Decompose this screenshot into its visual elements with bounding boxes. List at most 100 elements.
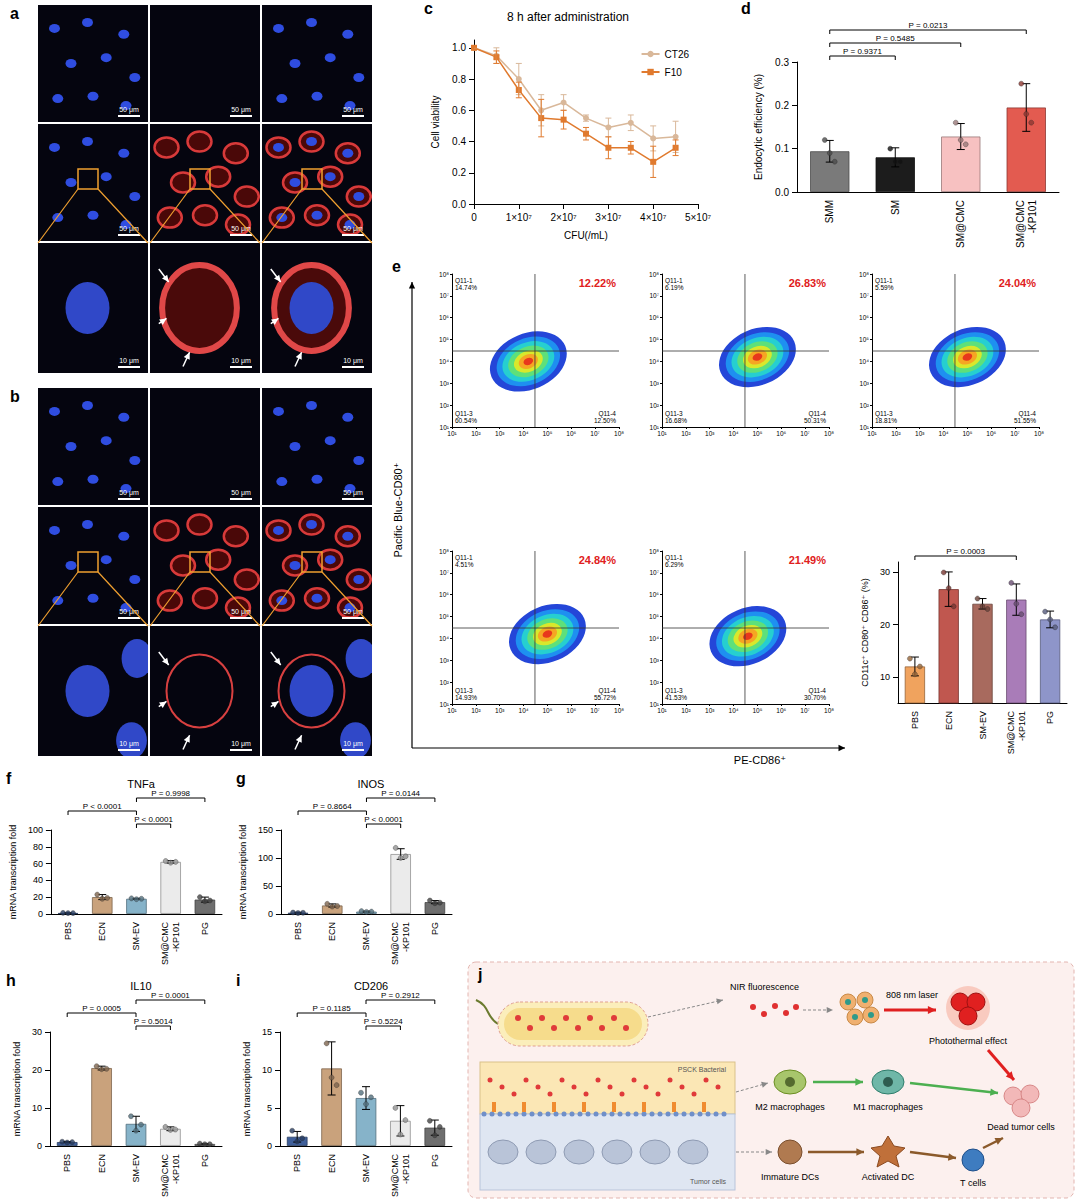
- svg-text:h: h: [6, 972, 16, 989]
- svg-text:0.8: 0.8: [452, 74, 466, 85]
- svg-text:10²: 10²: [681, 707, 691, 714]
- svg-text:150: 150: [258, 825, 273, 835]
- svg-text:10²: 10²: [471, 430, 481, 437]
- svg-text:Pacific Blue-CD80⁺: Pacific Blue-CD80⁺: [392, 462, 404, 557]
- svg-text:10⁷: 10⁷: [1010, 430, 1020, 437]
- svg-text:6.19%: 6.19%: [665, 284, 684, 291]
- svg-text:16.68%: 16.68%: [665, 417, 687, 424]
- svg-text:50 μm: 50 μm: [231, 489, 251, 497]
- svg-text:SM@CMC: SM@CMC: [390, 1153, 400, 1197]
- svg-text:10⁷: 10⁷: [800, 430, 810, 437]
- svg-text:5: 5: [267, 1103, 272, 1113]
- svg-text:c: c: [424, 0, 433, 17]
- svg-text:14.93%: 14.93%: [455, 694, 477, 701]
- svg-text:50 μm: 50 μm: [343, 608, 363, 616]
- svg-text:P = 0.5224: P = 0.5224: [364, 1017, 403, 1026]
- svg-text:10⁵: 10⁵: [439, 613, 449, 620]
- svg-text:24.04%: 24.04%: [999, 277, 1037, 289]
- svg-text:T cells: T cells: [960, 1178, 986, 1188]
- svg-text:10³: 10³: [495, 430, 505, 437]
- svg-text:10⁸: 10⁸: [614, 430, 624, 437]
- svg-text:20: 20: [33, 892, 43, 902]
- svg-text:PG: PG: [200, 922, 210, 935]
- svg-text:PBS: PBS: [293, 922, 303, 940]
- svg-text:10¹: 10¹: [867, 430, 877, 437]
- svg-text:P = 0.9998: P = 0.9998: [151, 789, 190, 798]
- svg-text:50.31%: 50.31%: [804, 417, 826, 424]
- svg-text:SM-EV: SM-EV: [361, 922, 371, 951]
- svg-text:10: 10: [262, 1065, 272, 1075]
- svg-text:10⁴: 10⁴: [729, 707, 739, 714]
- svg-text:0: 0: [268, 909, 273, 919]
- svg-text:Activated DC: Activated DC: [862, 1172, 915, 1182]
- svg-text:NIR fluorescence: NIR fluorescence: [730, 982, 799, 992]
- svg-text:10¹: 10¹: [447, 707, 457, 714]
- svg-text:24.84%: 24.84%: [579, 554, 617, 566]
- svg-text:PG: PG: [200, 1154, 210, 1167]
- svg-text:10 μm: 10 μm: [119, 357, 139, 365]
- svg-text:10²: 10²: [891, 430, 901, 437]
- svg-text:P = 0.1185: P = 0.1185: [313, 1004, 352, 1013]
- svg-text:SM@CMC: SM@CMC: [1015, 200, 1026, 248]
- svg-text:12.50%: 12.50%: [594, 417, 616, 424]
- svg-text:10¹: 10¹: [657, 430, 667, 437]
- svg-text:PBS: PBS: [910, 711, 920, 729]
- svg-text:P = 0.2912: P = 0.2912: [381, 991, 420, 1000]
- svg-text:P < 0.0001: P < 0.0001: [83, 802, 122, 811]
- svg-text:60.54%: 60.54%: [455, 417, 477, 424]
- svg-text:Immature DCs: Immature DCs: [761, 1172, 820, 1182]
- svg-text:SM-EV: SM-EV: [131, 1154, 141, 1183]
- svg-text:Dead tumor cells: Dead tumor cells: [987, 1122, 1055, 1132]
- svg-text:10 μm: 10 μm: [231, 357, 251, 365]
- svg-text:10⁶: 10⁶: [566, 430, 576, 437]
- svg-text:51.55%: 51.55%: [1014, 417, 1036, 424]
- svg-text:55.72%: 55.72%: [594, 694, 616, 701]
- svg-text:10⁵: 10⁵: [542, 707, 552, 714]
- svg-text:P = 0.0005: P = 0.0005: [82, 1004, 121, 1013]
- svg-text:d: d: [741, 0, 751, 17]
- svg-text:mRNA transcription fold: mRNA transcription fold: [242, 1042, 252, 1137]
- svg-text:10⁸: 10⁸: [439, 548, 449, 555]
- svg-text:50 μm: 50 μm: [343, 225, 363, 233]
- svg-text:10⁶: 10⁶: [859, 314, 869, 321]
- svg-text:50 μm: 50 μm: [119, 106, 139, 114]
- svg-text:10²: 10²: [860, 402, 870, 409]
- svg-text:30: 30: [32, 1027, 42, 1037]
- svg-text:10⁴: 10⁴: [859, 358, 869, 365]
- svg-text:6.29%: 6.29%: [665, 561, 684, 568]
- svg-text:PBS: PBS: [62, 1154, 72, 1172]
- svg-text:10⁴: 10⁴: [439, 358, 449, 365]
- svg-text:P = 0.5014: P = 0.5014: [134, 1017, 173, 1026]
- svg-text:10³: 10³: [705, 430, 715, 437]
- svg-text:10⁸: 10⁸: [859, 271, 869, 278]
- svg-text:10²: 10²: [681, 430, 691, 437]
- svg-text:M2 macrophages: M2 macrophages: [755, 1102, 825, 1112]
- svg-text:Endocytic efficiency (%): Endocytic efficiency (%): [753, 74, 764, 180]
- svg-text:10⁵: 10⁵: [542, 430, 552, 437]
- svg-text:10¹: 10¹: [447, 430, 457, 437]
- svg-text:M1 macrophages: M1 macrophages: [853, 1102, 923, 1112]
- svg-text:10: 10: [32, 1103, 42, 1113]
- svg-text:0.0: 0.0: [452, 199, 466, 210]
- svg-text:10⁶: 10⁶: [649, 314, 659, 321]
- svg-text:10⁵: 10⁵: [752, 707, 762, 714]
- svg-text:10⁸: 10⁸: [649, 271, 659, 278]
- svg-text:10⁸: 10⁸: [824, 707, 834, 714]
- svg-text:f: f: [6, 770, 12, 787]
- svg-text:SM-EV: SM-EV: [361, 1154, 371, 1183]
- svg-text:0.6: 0.6: [452, 105, 466, 116]
- svg-text:5.59%: 5.59%: [875, 284, 894, 291]
- svg-text:10⁵: 10⁵: [859, 336, 869, 343]
- svg-text:30.70%: 30.70%: [804, 694, 826, 701]
- svg-text:8 h after administration: 8 h after administration: [507, 10, 629, 24]
- svg-text:10 μm: 10 μm: [343, 740, 363, 748]
- svg-text:CFU(/mL): CFU(/mL): [564, 230, 608, 241]
- svg-text:808 nm laser: 808 nm laser: [886, 990, 938, 1000]
- svg-text:SM: SM: [890, 200, 901, 215]
- svg-text:10³: 10³: [440, 657, 450, 664]
- svg-text:P = 0.0001: P = 0.0001: [151, 991, 190, 1000]
- svg-text:e: e: [392, 258, 401, 275]
- svg-text:10⁷: 10⁷: [800, 707, 810, 714]
- svg-text:IL10: IL10: [130, 980, 151, 992]
- svg-text:50: 50: [263, 881, 273, 891]
